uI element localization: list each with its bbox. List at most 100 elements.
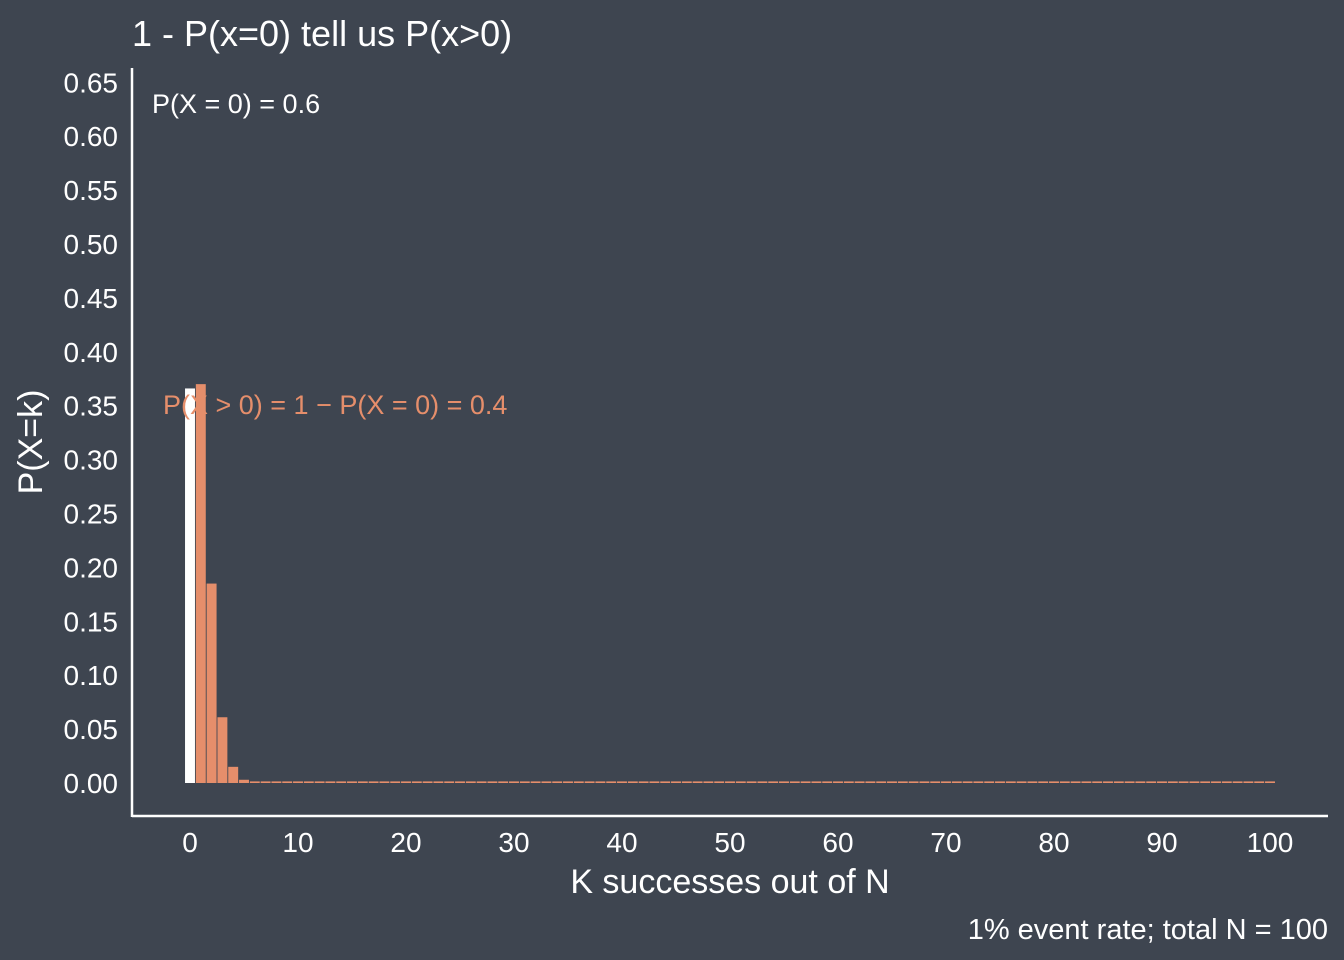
caption: 1% event rate; total N = 100 [968, 914, 1328, 946]
bar [595, 781, 606, 783]
x-tick-label: 60 [822, 827, 853, 858]
x-tick-label: 70 [930, 827, 961, 858]
bar [519, 781, 530, 783]
bar [552, 781, 563, 783]
bar [973, 781, 984, 783]
bar [498, 781, 509, 783]
y-tick-label: 0.00 [64, 768, 119, 799]
bar [1070, 781, 1081, 783]
bar [347, 781, 357, 783]
bar [206, 583, 217, 783]
bar [1232, 781, 1243, 783]
bar [455, 781, 465, 783]
annotation-p-greater-than-zero: P(X > 0) = 1 − P(X = 0) = 0.4 [163, 390, 507, 420]
bar [1124, 781, 1135, 783]
bar [822, 781, 833, 783]
bar [995, 781, 1005, 783]
bar [876, 781, 887, 783]
x-axis: 0 10 20 30 40 50 60 70 80 90 100 [132, 814, 1328, 858]
bar [271, 781, 282, 783]
y-axis-label: P(X=k) [12, 390, 50, 495]
y-tick-label: 0.65 [64, 67, 119, 98]
bar [951, 781, 962, 783]
bar [649, 781, 660, 783]
bar [530, 781, 541, 783]
bar [1146, 781, 1157, 783]
bar [984, 781, 995, 783]
y-tick-label: 0.20 [64, 552, 119, 583]
bar [433, 781, 444, 783]
bar [476, 781, 487, 783]
bar [887, 781, 897, 783]
bar [1016, 781, 1027, 783]
bar [1157, 781, 1167, 783]
x-tick-label: 30 [498, 827, 529, 858]
bar [314, 781, 325, 783]
bar [444, 781, 455, 783]
bar [239, 779, 249, 783]
y-tick-label: 0.25 [64, 499, 119, 530]
bar [1103, 781, 1113, 783]
x-tick-label: 0 [182, 827, 198, 858]
x-tick-label: 100 [1247, 827, 1294, 858]
y-tick-label: 0.30 [64, 445, 119, 476]
bar [509, 781, 519, 783]
bar [379, 781, 390, 783]
bar [660, 781, 671, 783]
bar [336, 781, 347, 783]
bar [833, 781, 843, 783]
bar [282, 781, 293, 783]
bar [563, 781, 573, 783]
x-tick-label: 90 [1146, 827, 1177, 858]
bar [1059, 781, 1070, 783]
bar [919, 781, 930, 783]
bar [325, 781, 336, 783]
bar [217, 717, 228, 783]
bar [1254, 781, 1265, 783]
bar [930, 781, 941, 783]
bar [1200, 781, 1211, 783]
bar [908, 781, 919, 783]
bar [1092, 781, 1103, 783]
y-tick-label: 0.05 [64, 714, 119, 745]
bar [1167, 781, 1178, 783]
bar [617, 781, 627, 783]
bar [1221, 781, 1232, 783]
bar [584, 781, 595, 783]
bar [487, 781, 498, 783]
bar [1005, 781, 1016, 783]
x-tick-label: 40 [606, 827, 637, 858]
bar [735, 781, 746, 783]
bar [411, 781, 422, 783]
bar [401, 781, 411, 783]
bar [941, 781, 951, 783]
y-tick-label: 0.45 [64, 283, 119, 314]
y-axis: 0.00 0.05 0.10 0.15 0.20 0.25 0.30 0.35 0.40 0.45… [64, 67, 134, 817]
bar [714, 781, 725, 783]
bar-k-zero [185, 388, 195, 783]
bar [681, 781, 692, 783]
x-tick-label: 50 [714, 827, 745, 858]
bar [638, 781, 649, 783]
chart-title: 1 - P(x=0) tell us P(x>0) [132, 13, 512, 54]
bar [293, 781, 303, 783]
y-tick-label: 0.40 [64, 337, 119, 368]
bar [897, 781, 908, 783]
bar [303, 781, 314, 783]
bar [368, 781, 379, 783]
x-tick-label: 10 [282, 827, 313, 858]
bar [1265, 781, 1275, 783]
bar [854, 781, 865, 783]
bar [249, 781, 260, 783]
bar [390, 781, 401, 783]
bar [865, 781, 876, 783]
bar [811, 781, 822, 783]
bars [185, 384, 1275, 783]
bar [1135, 781, 1146, 783]
bar [1113, 781, 1124, 783]
bar [768, 781, 779, 783]
bar [1081, 781, 1092, 783]
bar [800, 781, 811, 783]
